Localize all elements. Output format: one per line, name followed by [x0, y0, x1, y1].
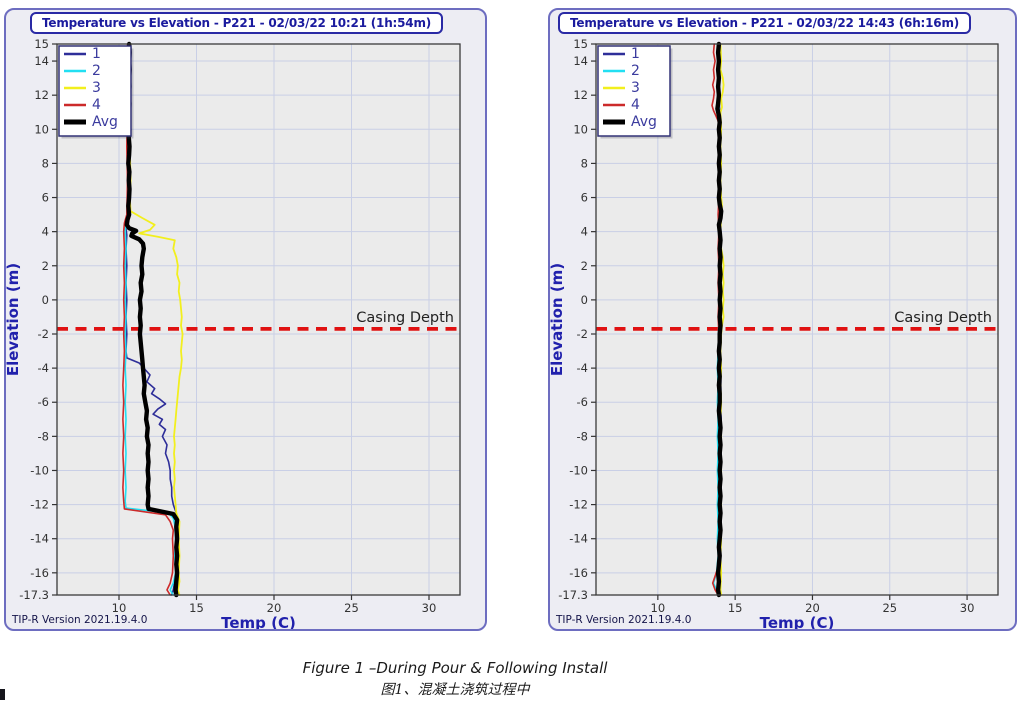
- chart-panel-during-pour: Temperature vs Elevation - P221 - 02/03/…: [4, 8, 487, 631]
- svg-text:-14: -14: [30, 532, 49, 546]
- svg-text:-8: -8: [577, 429, 588, 443]
- series-line-Avg: [715, 41, 724, 598]
- legend-label-3: 3: [92, 80, 101, 96]
- series-line-3: [128, 43, 184, 596]
- svg-text:-4: -4: [577, 361, 588, 375]
- svg-text:20: 20: [805, 601, 820, 615]
- svg-text:-14: -14: [569, 532, 588, 546]
- svg-text:10: 10: [651, 601, 666, 615]
- chart-title: Temperature vs Elevation - P221 - 02/03/…: [558, 12, 972, 34]
- svg-text:4: 4: [42, 225, 49, 239]
- svg-text:-17.3: -17.3: [19, 588, 49, 602]
- svg-text:6: 6: [581, 191, 588, 205]
- legend-label-1: 1: [92, 46, 101, 62]
- svg-text:2: 2: [42, 259, 49, 273]
- figure-caption: Figure 1 –During Pour & Following Instal…: [155, 659, 755, 699]
- tick-marks: [52, 43, 430, 600]
- tick-marks: [591, 43, 968, 600]
- casing-depth-label: Casing Depth: [894, 310, 992, 326]
- legend-label-4: 4: [92, 97, 101, 113]
- figure-caption-english: Figure 1 –During Pour & Following Instal…: [302, 659, 608, 677]
- svg-text:15: 15: [573, 37, 588, 51]
- page-edge-artifact: [0, 689, 5, 700]
- svg-text:15: 15: [189, 601, 204, 615]
- svg-text:-16: -16: [30, 566, 49, 580]
- svg-text:-10: -10: [569, 463, 588, 477]
- legend-label-Avg: Avg: [631, 114, 657, 130]
- svg-text:15: 15: [34, 37, 49, 51]
- plot-border: [595, 43, 999, 596]
- legend-label-1: 1: [631, 46, 640, 62]
- figure-caption-chinese: 图1、混凝土浇筑过程中: [380, 682, 530, 698]
- svg-text:8: 8: [581, 156, 588, 170]
- svg-text:15: 15: [728, 601, 743, 615]
- legend-label-Avg: Avg: [92, 114, 118, 130]
- legend-label-2: 2: [631, 63, 640, 79]
- legend-label-3: 3: [631, 80, 640, 96]
- svg-text:-12: -12: [569, 498, 588, 512]
- y-axis-label: Elevation (m): [550, 263, 566, 376]
- tick-labels: 10 15 20 25 301514121086420-2-4-6-8-10-12-14…: [19, 37, 436, 615]
- svg-text:10: 10: [34, 122, 49, 136]
- svg-text:-8: -8: [38, 429, 49, 443]
- svg-text:14: 14: [34, 54, 49, 68]
- casing-depth-label: Casing Depth: [356, 310, 454, 326]
- y-axis-label: Elevation (m): [6, 263, 22, 376]
- svg-text:4: 4: [581, 225, 588, 239]
- svg-text:30: 30: [422, 601, 437, 615]
- svg-text:14: 14: [573, 54, 588, 68]
- svg-text:2: 2: [581, 259, 588, 273]
- svg-text:-4: -4: [38, 361, 49, 375]
- svg-text:30: 30: [960, 601, 975, 615]
- svg-text:6: 6: [42, 191, 49, 205]
- svg-text:0: 0: [42, 293, 49, 307]
- svg-text:12: 12: [34, 88, 49, 102]
- svg-text:-16: -16: [569, 566, 588, 580]
- svg-text:-10: -10: [30, 463, 49, 477]
- svg-text:-12: -12: [30, 498, 49, 512]
- x-axis-label: Temp (C): [221, 614, 296, 629]
- svg-text:-6: -6: [577, 395, 588, 409]
- x-axis-label: Temp (C): [760, 614, 835, 629]
- svg-text:12: 12: [573, 88, 588, 102]
- svg-text:25: 25: [882, 601, 897, 615]
- tick-labels: 10 15 20 25 301514121086420-2-4-6-8-10-12-14…: [558, 37, 974, 615]
- temperature-elevation-chart-2: 10 15 20 25 301514121086420-2-4-6-8-10-12-14…: [550, 37, 999, 629]
- svg-text:10: 10: [112, 601, 127, 615]
- svg-text:-17.3: -17.3: [558, 588, 588, 602]
- svg-text:8: 8: [42, 156, 49, 170]
- svg-text:-6: -6: [38, 395, 49, 409]
- plot-border: [56, 43, 461, 596]
- legend-label-4: 4: [631, 97, 640, 113]
- svg-text:0: 0: [581, 293, 588, 307]
- svg-text:-2: -2: [577, 327, 588, 341]
- series-line-Avg: [124, 41, 180, 598]
- svg-text:-2: -2: [38, 327, 49, 341]
- legend-label-2: 2: [92, 63, 101, 79]
- chart-panel-following-install: Temperature vs Elevation - P221 - 02/03/…: [548, 8, 1017, 631]
- version-label: TIP-R Version 2021.19.4.0: [556, 614, 692, 626]
- version-label: TIP-R Version 2021.19.4.0: [12, 614, 148, 626]
- svg-text:10: 10: [573, 122, 588, 136]
- svg-text:20: 20: [267, 601, 282, 615]
- svg-text:25: 25: [344, 601, 359, 615]
- temperature-elevation-chart-1: 10 15 20 25 301514121086420-2-4-6-8-10-12-14…: [6, 37, 461, 629]
- chart-title: Temperature vs Elevation - P221 - 02/03/…: [30, 12, 444, 34]
